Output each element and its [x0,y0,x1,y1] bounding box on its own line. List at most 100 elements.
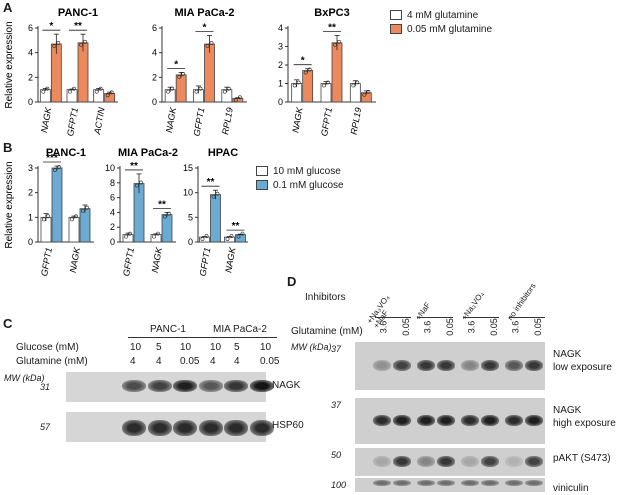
mw-value: 57 [40,422,51,432]
significance-label: *** [46,153,58,164]
legend-swatch-low [390,24,402,34]
blot-band [417,360,435,371]
mw-value: 31 [40,382,51,392]
data-point [135,183,139,188]
blot-band [393,360,411,371]
data-point [226,86,231,91]
data-point [204,234,209,238]
blot-band [437,415,455,426]
blot-band [249,380,274,392]
legend-label-high: 4 mM glutamine [407,9,479,21]
panel-label-d: D [287,274,297,289]
blot-band [505,360,523,371]
blot-band [437,360,455,371]
data-point [200,237,205,241]
blot-band [122,380,146,392]
legend-glutamine: 4 mM glutamine 0.05 mM glutamine [390,8,492,36]
significance-label: ** [328,22,336,33]
blot-band [525,480,543,486]
blot-label-d: viniculin [553,483,589,494]
y-tick-label: 10 [105,163,115,173]
data-point [163,214,167,219]
y-axis-label: Relative expression [4,21,15,108]
data-point [229,234,234,238]
bar [77,42,89,103]
legend-swatch-low-glucose [256,180,268,190]
y-tick-label: 4 [110,207,115,217]
significance-label: * [203,22,207,33]
legend-item-high: 4 mM glutamine [390,8,492,22]
y-tick-label: 2 [152,72,157,82]
chart-title: BxPC3 [314,7,349,19]
inhibitor-group-label: no inhibitors [505,281,538,322]
x-tick-label: RPL19 [220,107,235,136]
blot-band [249,420,274,436]
bar [161,214,173,243]
blot-band [224,380,248,392]
data-point [46,214,50,219]
data-point [68,89,72,94]
blot-band [373,456,391,467]
y-tick-label: 2 [28,72,33,82]
data-point [57,165,61,169]
data-point [326,80,330,85]
y-tick-label: 0 [28,237,33,247]
data-point [45,86,50,91]
group-label-panc1: PANC-1 [150,324,186,335]
data-point [307,67,312,72]
y-tick-label: 10 [183,188,193,198]
significance-label: * [301,56,305,67]
mw-label-c: MW (kDa) [4,373,45,383]
data-point [98,86,103,91]
y-tick-label: 4 [278,23,283,33]
blot-strip [355,448,545,476]
bar [79,208,91,243]
glucose-value: 5 [156,342,162,353]
glutamine-label-d: Glutamine (mM) [291,326,363,337]
data-point [166,89,171,94]
y-tick-label: 0 [110,237,115,247]
blot-stack-d: 37 NAGK low exposure 37 NAGK high exposure 5… [287,338,617,494]
blot-band [198,380,223,392]
x-tick-label: NAGK [68,246,82,274]
blot-band [393,456,411,467]
glutamine-value-d: 3.6 [466,320,477,334]
x-tick-label: ACTIN [92,106,107,136]
data-point [53,168,57,172]
group-line-panc1 [128,337,208,338]
glutamine-value: 4 [156,356,162,367]
data-point [72,86,76,91]
chart-title: PANC-1 [46,147,86,159]
y-tick-label: 15 [183,163,193,173]
bar [204,43,215,103]
data-point [296,80,301,85]
glutamine-value-d: 0.05 [444,318,455,336]
blot-band [437,456,455,467]
data-point [303,70,308,75]
data-point [124,234,128,239]
blot-strip [355,342,545,390]
y-tick-label: 0 [278,97,283,107]
data-point [56,41,61,45]
glutamine-value-d: 3.6 [422,320,433,334]
data-point [85,205,89,210]
mw-value-d: 100 [331,480,347,490]
blot-band [525,360,543,371]
data-point [237,95,242,100]
y-tick-label: 2 [110,222,115,232]
y-tick-label: 4 [152,48,157,58]
blot-label-d: NAGK high exposure [553,405,616,429]
legend-label-high-glucose: 10 mM glucose [273,165,341,177]
bar [68,216,80,243]
x-tick-label: NAGK [290,106,304,134]
y-tick-label: 3 [278,42,283,52]
chart-title: MIA PaCa-2 [118,147,178,159]
glutamine-value: 4 [234,356,240,367]
significance-label: ** [74,21,82,32]
data-point [240,231,245,236]
data-point [209,41,214,45]
data-point [181,71,186,76]
blot-band [437,480,455,486]
x-tick-label: GFPT1 [198,247,213,277]
significance-label: ** [232,221,240,232]
